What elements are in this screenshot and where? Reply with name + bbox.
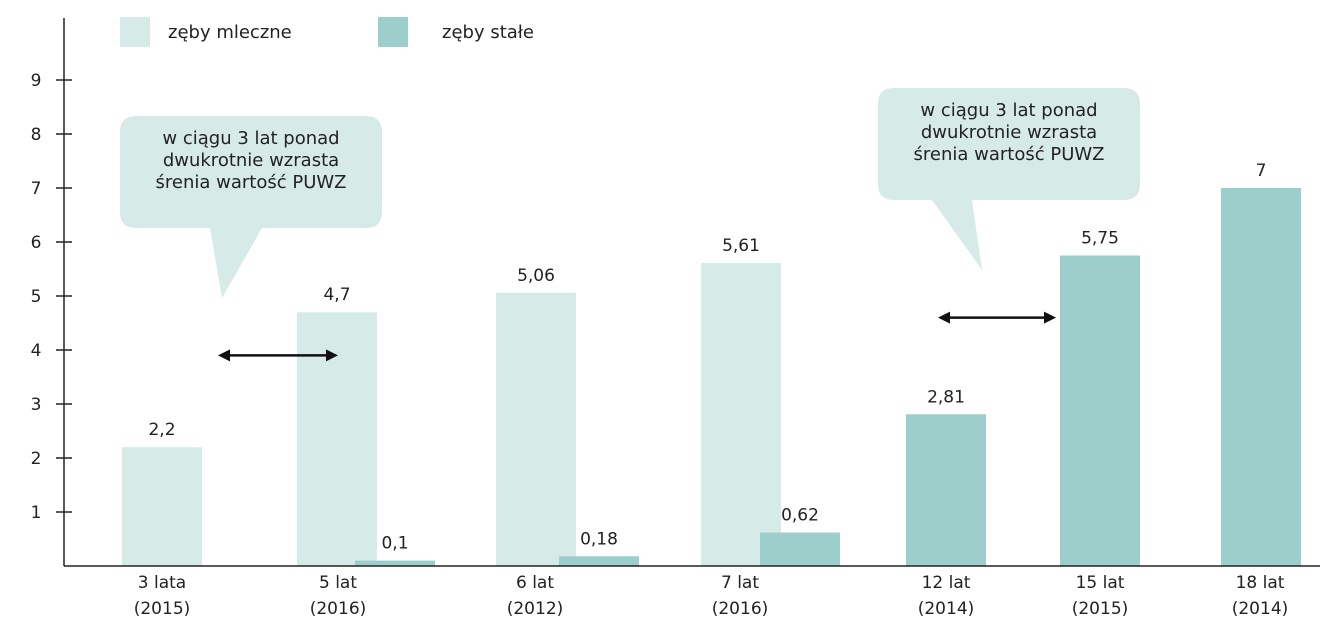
bar-permanent-teeth-1 <box>355 560 435 566</box>
y-tick-label-4: 4 <box>31 341 42 361</box>
x-tick-label-6-line-1: 18 lat <box>1236 573 1285 593</box>
annotation-text-2: w ciągu 3 lat ponad dwukrotnie wzrasta ś… <box>878 100 1140 166</box>
annotation-2-line-2: dwukrotnie wzrasta <box>920 122 1098 143</box>
annotation-2-line-3: śrenia wartość PUWZ <box>913 144 1105 165</box>
value-label-permanent-teeth-3: 0,62 <box>781 506 819 526</box>
bar-permanent-teeth-3 <box>760 532 840 566</box>
y-ticks: 1 2 3 4 5 6 7 8 9 <box>31 71 72 523</box>
x-tick-label-3-line-1: 7 lat <box>721 573 759 593</box>
x-tick-label-4-line-2: (2014) <box>918 599 975 619</box>
y-tick-label-7: 7 <box>31 179 42 199</box>
legend-label-baby-teeth: zęby mleczne <box>168 21 292 43</box>
value-label-baby-teeth-0: 2,2 <box>148 420 175 440</box>
y-tick-label-2: 2 <box>31 449 42 469</box>
x-tick-label-0-line-2: (2015) <box>134 599 191 619</box>
y-tick-label-9: 9 <box>31 71 42 91</box>
value-label-permanent-teeth-6: 7 <box>1256 161 1267 181</box>
y-tick-label-8: 8 <box>31 125 42 145</box>
bars-group <box>122 188 1301 566</box>
annotation-1-line-2: dwukrotnie wzrasta <box>162 150 340 171</box>
value-label-permanent-teeth-1: 0,1 <box>381 534 408 554</box>
bar-baby-teeth-0 <box>122 447 202 566</box>
comparison-arrow-1 <box>218 349 338 362</box>
value-label-permanent-teeth-4: 2,81 <box>927 387 965 407</box>
legend-swatch-permanent-teeth <box>378 17 408 47</box>
annotation-bubble-1 <box>120 116 382 298</box>
legend-item-baby-teeth: zęby mleczne <box>120 16 292 48</box>
y-tick-label-1: 1 <box>31 503 42 523</box>
annotation-1-line-1: w ciągu 3 lat ponad <box>162 128 340 149</box>
axes <box>63 18 1320 567</box>
bar-permanent-teeth-4 <box>906 414 986 566</box>
annotation-1-line-3: śrenia wartość PUWZ <box>155 172 347 193</box>
annotation-bubbles <box>120 88 1140 298</box>
x-tick-label-0-line-1: 3 lata <box>138 573 186 593</box>
bar-baby-teeth-3 <box>701 263 781 566</box>
x-tick-label-5-line-2: (2015) <box>1072 599 1129 619</box>
annotation-2-line-1: w ciągu 3 lat ponad <box>920 100 1098 121</box>
value-label-baby-teeth-3: 5,61 <box>722 236 760 256</box>
x-tick-label-5-line-1: 15 lat <box>1076 573 1125 593</box>
legend-label-permanent-teeth: zęby stałe <box>442 21 534 43</box>
value-label-permanent-teeth-2: 0,18 <box>580 529 618 549</box>
value-label-baby-teeth-1: 4,7 <box>323 285 350 305</box>
x-tick-label-2-line-1: 6 lat <box>516 573 554 593</box>
x-tick-label-6-line-2: (2014) <box>1232 599 1289 619</box>
value-labels: 2,2 4,7 5,06 5,61 0,1 0,18 0,62 2,81 5,75 7 <box>148 161 1266 554</box>
bar-baby-teeth-2 <box>496 292 576 566</box>
x-tick-labels: 3 lata (2015) 5 lat (2016) 6 lat (2012) 7 lat (… <box>134 573 1289 619</box>
bar-permanent-teeth-5 <box>1060 255 1140 566</box>
annotation-text-1: w ciągu 3 lat ponad dwukrotnie wzrasta ś… <box>120 128 382 194</box>
x-tick-label-2-line-2: (2012) <box>507 599 564 619</box>
bar-permanent-teeth-6 <box>1221 188 1301 566</box>
value-label-permanent-teeth-5: 5,75 <box>1081 229 1119 249</box>
y-tick-label-5: 5 <box>31 287 42 307</box>
bar-baby-teeth-1 <box>297 312 377 566</box>
bar-permanent-teeth-2 <box>559 556 639 566</box>
legend-item-permanent-teeth: zęby stałe <box>378 16 534 48</box>
x-tick-label-1-line-1: 5 lat <box>319 573 357 593</box>
y-tick-label-3: 3 <box>31 395 42 415</box>
x-tick-label-4-line-1: 12 lat <box>922 573 971 593</box>
x-tick-label-1-line-2: (2016) <box>310 599 367 619</box>
annotation-bubble-2 <box>878 88 1140 270</box>
legend-swatch-baby-teeth <box>120 17 150 47</box>
y-tick-label-6: 6 <box>31 233 42 253</box>
value-label-baby-teeth-2: 5,06 <box>517 266 555 286</box>
comparison-arrow-2 <box>938 311 1056 324</box>
x-tick-label-3-line-2: (2016) <box>712 599 769 619</box>
comparison-arrows <box>218 311 1056 362</box>
